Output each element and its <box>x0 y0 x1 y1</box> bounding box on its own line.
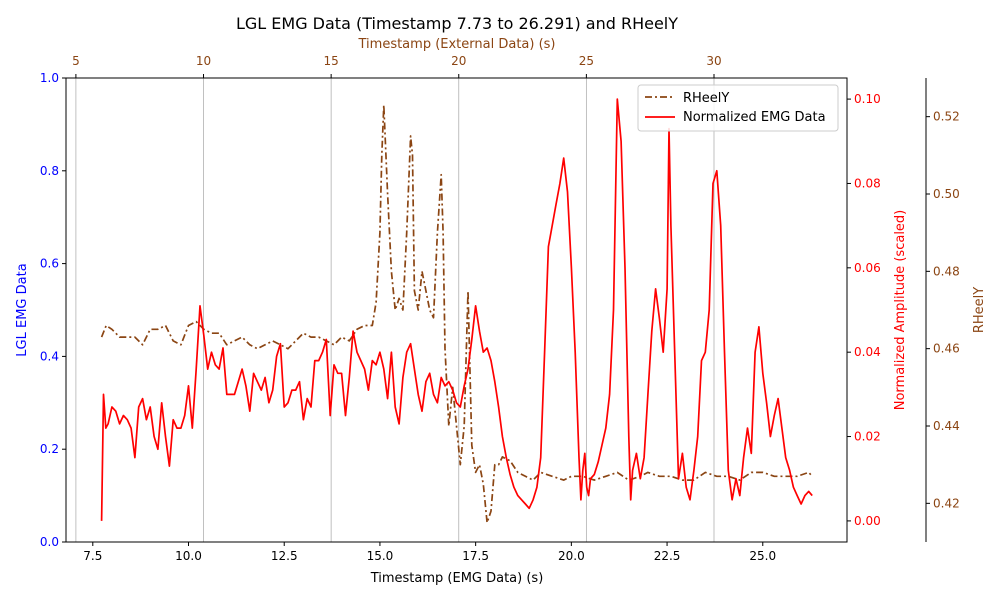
x-tick-label: 7.5 <box>83 549 102 563</box>
legend-emg-label: Normalized EMG Data <box>683 110 826 125</box>
x-top-tick-label: 15 <box>323 54 338 68</box>
x-tick-label: 10.0 <box>175 549 202 563</box>
axes: 5 10 15 20 25 30 7.5 10.0 12.5 15.0 17.5 20.0 22.5 25… <box>40 54 960 563</box>
x-top-tick-label: 5 <box>72 54 80 68</box>
y-left-tick-label: 0.2 <box>40 442 59 456</box>
y-left-tick-label: 0.6 <box>40 257 59 271</box>
x-tick-label: 17.5 <box>462 549 489 563</box>
y-far-right-tick-label: 0.44 <box>933 419 960 433</box>
y-far-right-tick-label: 0.42 <box>933 496 960 510</box>
y-right-tick-label: 0.02 <box>854 430 881 444</box>
y-right-tick-label: 0.06 <box>854 261 881 275</box>
x-top-axis-label: Timestamp (External Data) (s) <box>358 37 556 52</box>
legend-rheel-label: RHeelY <box>683 91 729 106</box>
x-tick-label: 15.0 <box>367 549 394 563</box>
y-left-axis-label: LGL EMG Data <box>15 263 30 356</box>
rheely-line <box>100 104 813 524</box>
y-right-tick-label: 0.00 <box>854 514 881 528</box>
plot-frame <box>65 77 848 543</box>
y-right-tick-label: 0.04 <box>854 345 881 359</box>
x-top-tick-label: 30 <box>706 54 721 68</box>
legend-box <box>637 84 839 132</box>
y-right-tick-label: 0.10 <box>854 92 881 106</box>
y-left-tick-label: 0.8 <box>40 164 59 178</box>
y-far-right-tick-label: 0.50 <box>933 187 960 201</box>
y-far-right-axis-label: RHeelY <box>972 287 987 333</box>
x-tick-label: 12.5 <box>271 549 298 563</box>
x-tick-label: 20.0 <box>558 549 585 563</box>
y-right-axis-label: Normalized Amplitude (scaled) <box>893 210 908 411</box>
y-left-tick-label: 1.0 <box>40 71 59 85</box>
y-far-right-tick-label: 0.46 <box>933 342 960 356</box>
x-top-tick-label: 25 <box>579 54 594 68</box>
grid-lines <box>75 78 715 542</box>
y-far-right-tick-label: 0.48 <box>933 264 960 278</box>
y-far-right-tick-label: 0.52 <box>933 110 960 124</box>
x-tick-label: 25.0 <box>749 549 776 563</box>
y-left-tick-label: 0.0 <box>40 535 59 549</box>
x-tick-label: 22.5 <box>654 549 681 563</box>
normalized-emg-line <box>100 98 813 521</box>
x-top-tick-label: 10 <box>196 54 211 68</box>
x-axis-label: Timestamp (EMG Data) (s) <box>370 571 544 586</box>
series-layer <box>100 98 813 524</box>
y-right-tick-label: 0.08 <box>854 176 881 190</box>
legend: RHeelY Normalized EMG Data <box>637 84 839 132</box>
x-top-tick-label: 20 <box>451 54 466 68</box>
chart-title: LGL EMG Data (Timestamp 7.73 to 26.291) … <box>236 14 678 33</box>
y-left-tick-label: 0.4 <box>40 349 59 363</box>
